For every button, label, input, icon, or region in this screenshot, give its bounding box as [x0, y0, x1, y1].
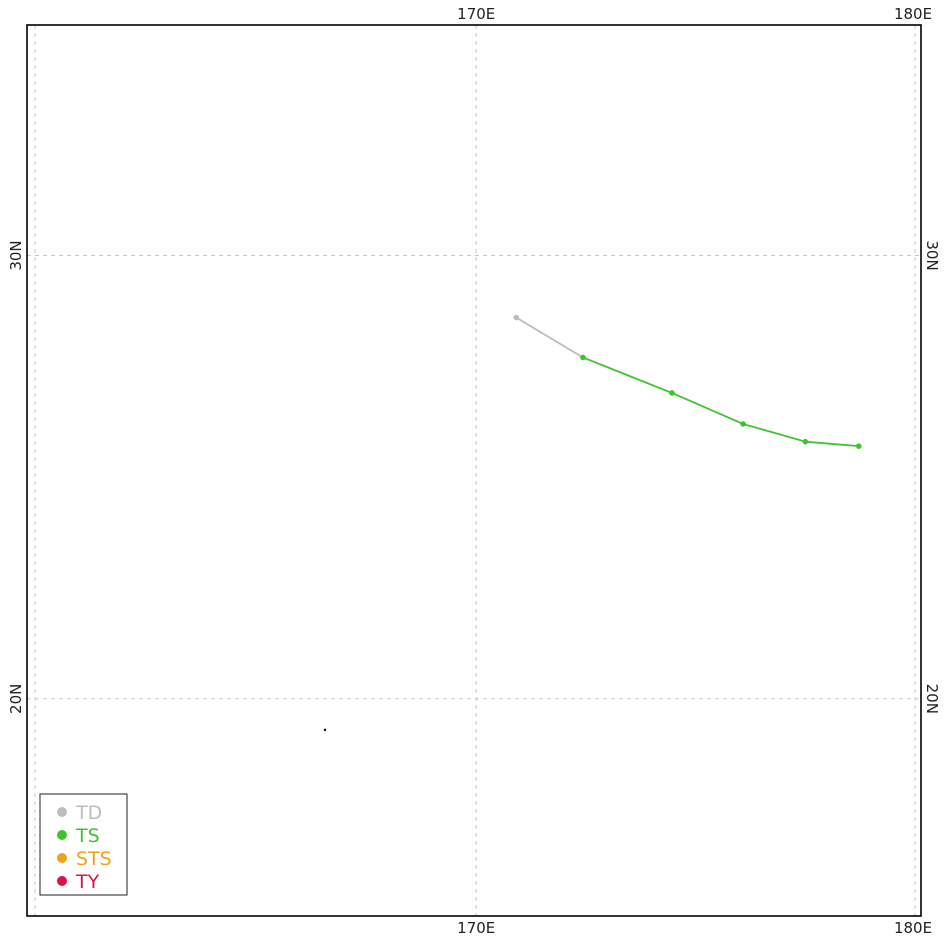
map-frame	[26, 24, 922, 917]
legend-dot-sts	[57, 853, 67, 863]
track-point	[802, 438, 809, 445]
track-segment	[671, 392, 744, 425]
lon-label-top: 180E	[894, 5, 932, 23]
legend-label-ty: TY	[75, 871, 100, 893]
legend-label-ts: TS	[75, 825, 100, 847]
lon-label-bottom: 170E	[457, 919, 495, 937]
lat-label-left: 30N	[7, 240, 25, 270]
legend-box	[39, 793, 128, 896]
lon-label-bottom: 180E	[894, 919, 932, 937]
track-segment	[742, 423, 806, 443]
track-segment	[515, 316, 584, 359]
storm-track	[513, 314, 862, 449]
lat-label-right: 30N	[923, 240, 941, 270]
track-segment	[582, 356, 673, 394]
location-markers	[323, 728, 327, 732]
track-point	[513, 314, 520, 321]
legend-label-td: TD	[75, 802, 102, 824]
axis-labels: 170E 170E 180E 180E 30N 30N 20N 20N	[7, 5, 941, 937]
lon-label-top: 170E	[457, 5, 495, 23]
legend-dot-ts	[57, 830, 67, 840]
track-segment	[805, 440, 859, 448]
lat-label-left: 20N	[7, 684, 25, 714]
location-marker	[323, 728, 327, 732]
track-point	[669, 390, 675, 396]
legend-label-sts: STS	[76, 848, 112, 870]
legend-dot-ty	[57, 876, 67, 886]
lat-label-right: 20N	[923, 684, 941, 714]
track-point	[855, 443, 862, 449]
track-point	[740, 421, 746, 427]
grid-lines	[27, 25, 921, 916]
legend-dot-td	[57, 807, 67, 817]
track-point	[580, 354, 586, 361]
